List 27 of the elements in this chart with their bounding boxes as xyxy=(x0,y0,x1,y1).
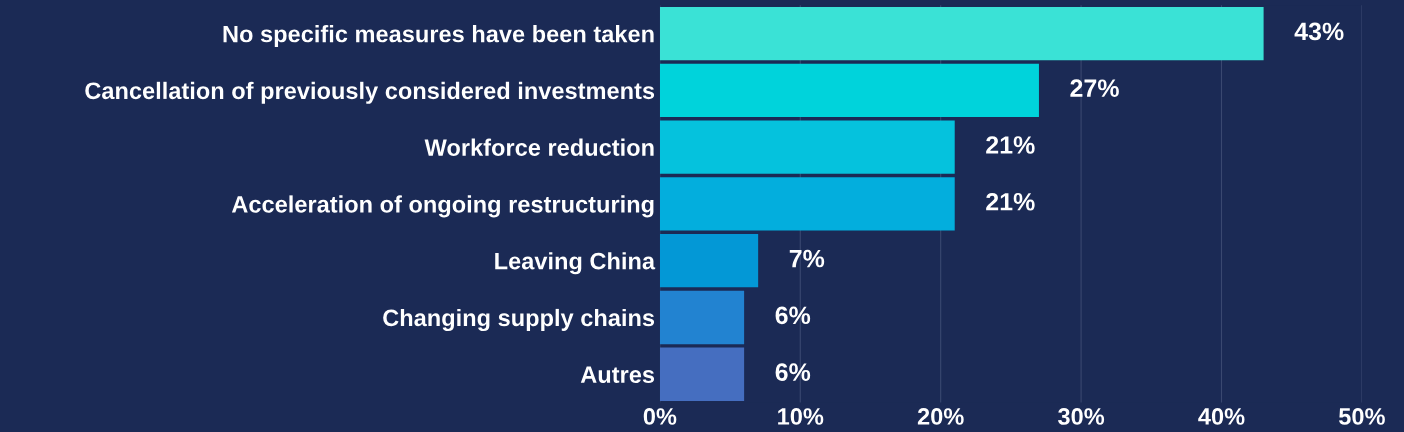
x-tick-label: 50% xyxy=(1338,408,1385,425)
bar xyxy=(659,290,745,345)
y-tick-label: Autres xyxy=(580,366,655,384)
bar xyxy=(659,120,955,174)
bar xyxy=(659,63,1039,118)
x-tick-label: 30% xyxy=(1057,408,1105,425)
y-tick-label: Leaving China xyxy=(495,252,656,275)
data-label: 43% xyxy=(1294,22,1344,41)
data-label: 6% xyxy=(775,363,811,381)
y-tick-label: Changing supply chains xyxy=(383,308,655,332)
data-label: 27% xyxy=(1070,79,1119,98)
bar xyxy=(659,177,955,231)
y-tick-label: Cancellation of previously considered investments xyxy=(85,81,655,104)
x-tick-label: 20% xyxy=(917,408,964,425)
bar xyxy=(659,234,759,288)
bar xyxy=(659,347,745,401)
y-tick-label: No specific measures have been taken xyxy=(223,25,654,48)
data-label: 7% xyxy=(789,249,825,268)
y-tick-label: Workforce reduction xyxy=(424,138,654,156)
data-label: 21% xyxy=(986,192,1035,211)
bar xyxy=(659,6,1264,61)
x-tick-label: 10% xyxy=(778,408,824,425)
x-tick-label: 40% xyxy=(1198,408,1245,425)
y-tick-label: Acceleration of ongoing restructuring xyxy=(231,195,654,218)
data-label: 6% xyxy=(775,306,811,325)
x-tick-label: 0% xyxy=(643,408,677,425)
data-label: 21% xyxy=(986,136,1035,154)
